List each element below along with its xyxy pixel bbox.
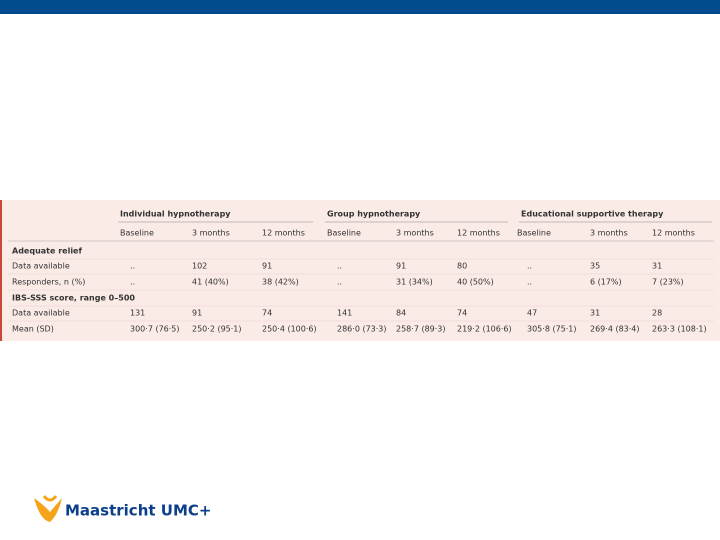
cell: 41 (40%) (192, 278, 229, 287)
cell: 300·7 (76·5) (130, 325, 180, 334)
column-header: 12 months (652, 229, 695, 238)
column-header: 3 months (192, 229, 230, 238)
table-edge (0, 200, 2, 341)
cell: .. (337, 278, 342, 287)
cell: .. (130, 262, 135, 271)
logo-icon (34, 495, 62, 522)
cell: 141 (337, 309, 352, 318)
row-label: Data available (12, 309, 70, 318)
section-label: IBS-SSS score, range 0–500 (12, 294, 135, 303)
cell: 31 (590, 309, 600, 318)
group-header: Group hypnotherapy (327, 210, 421, 219)
cell: 131 (130, 309, 145, 318)
cell: 219·2 (106·6) (457, 325, 512, 334)
section-label: Adequate relief (12, 247, 82, 256)
cell: 31 (652, 262, 662, 271)
cell: .. (527, 262, 532, 271)
cell: 28 (652, 309, 662, 318)
row-label: Mean (SD) (12, 325, 54, 334)
cell: 91 (192, 309, 202, 318)
group-header: Individual hypnotherapy (120, 210, 231, 219)
logo-text: Maastricht UMC+ (65, 502, 211, 520)
table: Individual hypnotherapy Group hypnotherap… (8, 210, 714, 334)
cell: 6 (17%) (590, 278, 622, 287)
column-header: Baseline (120, 229, 154, 238)
cell: 38 (42%) (262, 278, 299, 287)
column-header: Baseline (517, 229, 551, 238)
cell: 286·0 (73·3) (337, 325, 387, 334)
column-header: 3 months (590, 229, 628, 238)
column-header: Baseline (327, 229, 361, 238)
cell: 269·4 (83·4) (590, 325, 640, 334)
cell: 47 (527, 309, 537, 318)
column-header: 12 months (262, 229, 305, 238)
cell: 258·7 (89·3) (396, 325, 446, 334)
cell: 91 (396, 262, 406, 271)
cell: 74 (457, 309, 467, 318)
cell: 80 (457, 262, 467, 271)
cell: 74 (262, 309, 272, 318)
cell: 102 (192, 262, 207, 271)
cell: 7 (23%) (652, 278, 684, 287)
column-header: 3 months (396, 229, 434, 238)
cell: 250·4 (100·6) (262, 325, 317, 334)
cell: 84 (396, 309, 406, 318)
row-label: Data available (12, 262, 70, 271)
cell: 305·8 (75·1) (527, 325, 577, 334)
cell: .. (337, 262, 342, 271)
cell: 40 (50%) (457, 278, 494, 287)
row-label: Responders, n (%) (12, 278, 85, 287)
cell: 31 (34%) (396, 278, 433, 287)
top-bar (0, 0, 720, 14)
group-header: Educational supportive therapy (521, 210, 664, 219)
cell: 250·2 (95·1) (192, 325, 242, 334)
cell: 35 (590, 262, 600, 271)
cell: 263·3 (108·1) (652, 325, 707, 334)
cell: 91 (262, 262, 272, 271)
column-header: 12 months (457, 229, 500, 238)
cell: .. (527, 278, 532, 287)
cell: .. (130, 278, 135, 287)
table-background (0, 200, 720, 341)
